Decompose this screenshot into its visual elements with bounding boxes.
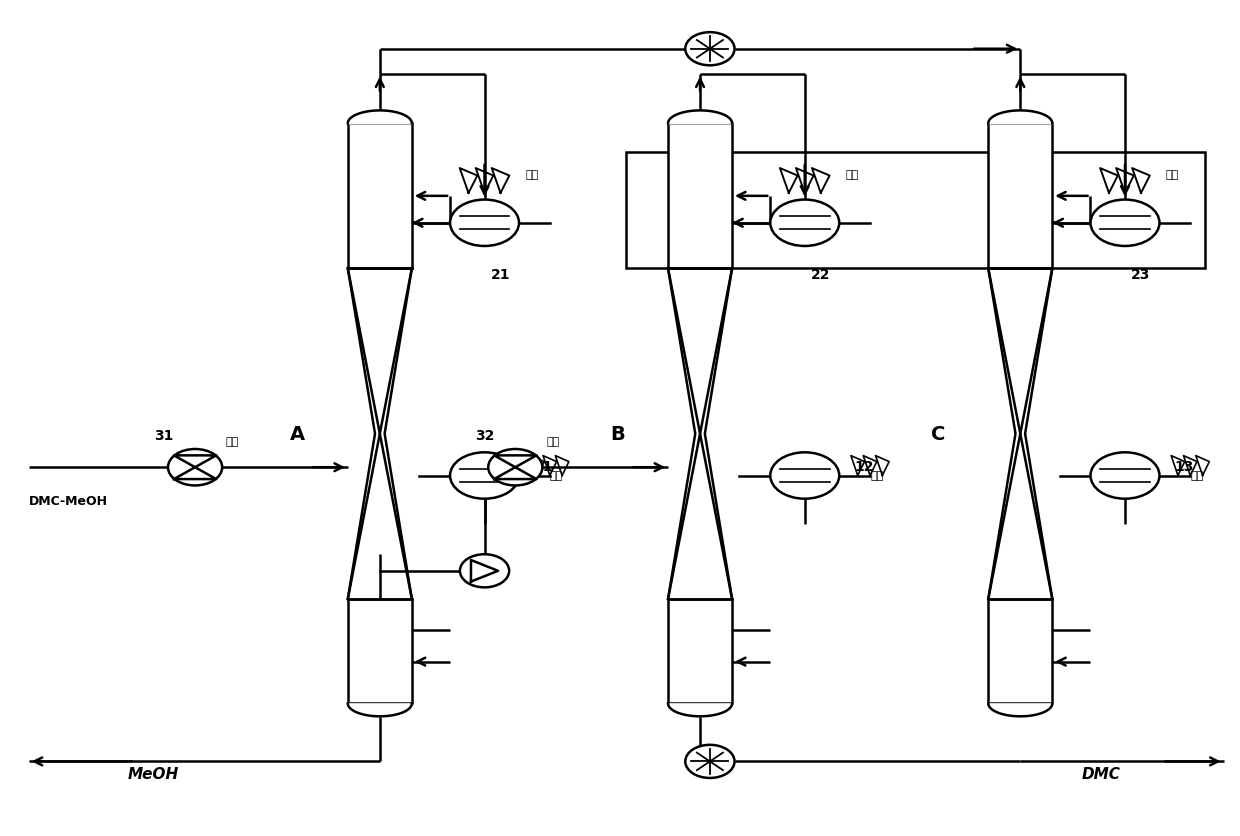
- Bar: [347, 599, 412, 704]
- Text: 釜液: 釜液: [870, 471, 883, 481]
- Text: 12: 12: [854, 460, 873, 474]
- Polygon shape: [495, 456, 537, 480]
- Text: 釜液: 釜液: [546, 437, 559, 447]
- Circle shape: [770, 201, 839, 247]
- Polygon shape: [174, 456, 216, 480]
- Text: 31: 31: [155, 429, 174, 443]
- Bar: [988, 125, 1053, 269]
- Text: 11: 11: [533, 460, 553, 474]
- Text: DMC-MeOH: DMC-MeOH: [29, 494, 108, 507]
- Text: 21: 21: [491, 268, 510, 282]
- Circle shape: [1090, 453, 1159, 499]
- Circle shape: [770, 453, 839, 499]
- Text: 23: 23: [1131, 268, 1151, 282]
- Text: 32: 32: [475, 429, 495, 443]
- Circle shape: [489, 450, 542, 486]
- Text: DMC: DMC: [1081, 766, 1121, 781]
- Bar: [347, 125, 412, 269]
- Polygon shape: [471, 560, 498, 582]
- Text: 釜液: 釜液: [1190, 471, 1204, 481]
- Text: C: C: [931, 425, 945, 444]
- Polygon shape: [668, 269, 732, 599]
- Text: 热媒: 热媒: [526, 170, 538, 180]
- Circle shape: [450, 453, 520, 499]
- Text: A: A: [290, 425, 305, 444]
- Polygon shape: [988, 269, 1053, 599]
- Text: 釜液: 釜液: [549, 471, 563, 481]
- Circle shape: [1090, 201, 1159, 247]
- Text: 釜液: 釜液: [226, 437, 239, 447]
- Bar: [668, 125, 732, 269]
- Circle shape: [450, 201, 520, 247]
- Text: B: B: [610, 425, 625, 444]
- Circle shape: [167, 450, 222, 486]
- Bar: [626, 153, 1205, 269]
- Bar: [988, 599, 1053, 704]
- Text: 22: 22: [811, 268, 831, 282]
- Circle shape: [686, 33, 734, 66]
- Circle shape: [686, 745, 734, 778]
- Text: 13: 13: [1174, 460, 1194, 474]
- Text: MeOH: MeOH: [128, 766, 179, 781]
- Polygon shape: [347, 269, 412, 599]
- Circle shape: [460, 554, 510, 588]
- Bar: [668, 599, 732, 704]
- Text: 热媒: 热媒: [1166, 170, 1179, 180]
- Text: 热媒: 热媒: [846, 170, 858, 180]
